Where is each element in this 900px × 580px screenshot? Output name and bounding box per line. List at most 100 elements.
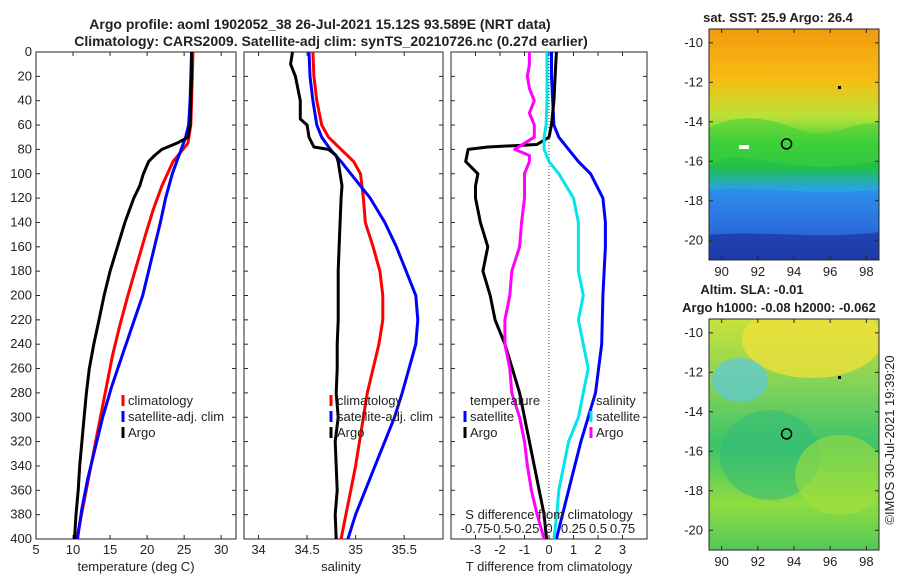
temperature-panel: 0 20 40 60 80 100 120 140 160 180 200 220 240 260 280 3…	[10, 44, 237, 574]
x-tick-label: 10	[66, 542, 80, 557]
legend-label-s-argo: Argo	[596, 425, 623, 440]
salinity-difference-tick-label: -0.25	[510, 521, 540, 536]
legend-label-t-satellite: satellite	[470, 409, 514, 424]
depth-tick-label: 320	[10, 434, 32, 449]
temperature-x-label: temperature (deg C)	[77, 559, 194, 574]
x-tick-label: 20	[140, 542, 154, 557]
lat-tick-label: -20	[684, 232, 703, 247]
depth-tick-label: 200	[10, 288, 32, 303]
salinity-x-axis: 34 34.5 35 35.5	[251, 52, 417, 557]
lat-tick-label: -12	[684, 74, 703, 89]
depth-tick-label: 220	[10, 312, 32, 327]
salinity-difference-tick-label: 0.25	[561, 521, 586, 536]
sla-profile-location-marker	[780, 428, 793, 440]
sst-map-axes-ticks: 90 92 94 96 98 -10 -12 -14 -16 -18 -20	[684, 29, 879, 279]
depth-tick-label: 380	[10, 507, 32, 522]
series-satellite-adj-clim	[307, 51, 420, 540]
x-tick-label: -1	[519, 542, 531, 557]
series-argo	[73, 52, 194, 540]
lon-tick-label: 92	[751, 554, 765, 569]
salinity-difference-label: S difference from climatology	[465, 507, 633, 522]
sla-map-subtitle: Argo h1000: -0.08 h2000: -0.062	[682, 300, 876, 315]
legend-label-climatology: climatology	[337, 393, 403, 408]
series-climatology	[311, 51, 385, 540]
x-tick-label: -3	[470, 542, 482, 557]
lon-tick-label: 94	[787, 264, 801, 279]
legend-label-satellite: satellite-adj. clim	[128, 409, 224, 424]
depth-tick-label: 360	[10, 482, 32, 497]
x-tick-label: 1	[570, 542, 577, 557]
series-s-argo	[503, 52, 546, 540]
legend-label-climatology: climatology	[128, 393, 194, 408]
lon-tick-label: 92	[751, 264, 765, 279]
depth-tick-label: 400	[10, 531, 32, 546]
series-satellite-adj-clim	[76, 51, 194, 540]
lon-tick-label: 90	[714, 554, 728, 569]
salinity-depth-ticks	[244, 51, 443, 540]
salinity-difference-tick-label: 0.5	[589, 521, 607, 536]
salinity-series	[289, 51, 420, 540]
lat-tick-label: -10	[684, 325, 703, 340]
salinity-axes-box	[243, 51, 444, 540]
depth-tick-label: 240	[10, 336, 32, 351]
depth-tick-label: 340	[10, 458, 32, 473]
salinity-panel: 34 34.5 35 35.5 salinity climatology satell…	[243, 51, 444, 574]
legend-label-satellite: satellite-adj. clim	[337, 409, 433, 424]
temperature-legend: climatology satellite-adj. clim Argo	[121, 393, 224, 440]
temperature-depth-axis: 0 20 40 60 80 100 120 140 160 180 200 220 240 260 280 3…	[10, 44, 236, 546]
sla-east-region	[795, 435, 879, 515]
sst-coldest-region	[709, 232, 879, 260]
lat-tick-label: -18	[684, 483, 703, 498]
depth-tick-label: 60	[18, 117, 32, 132]
sst-map-title: sat. SST: 25.9 Argo: 26.4	[703, 10, 854, 25]
difference-depth-ticks	[451, 51, 647, 540]
x-tick-label: 35	[348, 542, 362, 557]
lat-tick-label: -14	[684, 114, 703, 129]
imos-timestamp: ©IMOS 30-Jul-2021 19:39:20	[882, 355, 897, 524]
x-tick-label: 3	[619, 542, 626, 557]
x-tick-label: -2	[494, 542, 506, 557]
lon-tick-label: 94	[787, 554, 801, 569]
lon-tick-label: 98	[859, 264, 873, 279]
x-tick-label: 15	[103, 542, 117, 557]
lat-tick-label: -18	[684, 193, 703, 208]
sla-point-marker	[838, 376, 841, 379]
legend-label-s-satellite: satellite	[596, 409, 640, 424]
lat-tick-label: -20	[684, 522, 703, 537]
salinity-difference-tick-label: 0.75	[610, 521, 635, 536]
salinity-difference-tick-labels: -0.75-0.5-0.25 0 0.25 0.5 0.75	[461, 521, 635, 536]
sla-map-axes-ticks: 90 92 94 96 98 -10 -12 -14 -16 -18 -20	[684, 319, 879, 569]
lat-tick-label: -10	[684, 35, 703, 50]
legend-label-t-argo: Argo	[470, 425, 497, 440]
depth-tick-label: 100	[10, 166, 32, 181]
sla-map-panel: Altim. SLA: -0.01 Argo h1000: -0.08 h200…	[682, 282, 880, 569]
sla-map-title: Altim. SLA: -0.01	[700, 282, 803, 297]
salinity-legend: climatology satellite-adj. clim Argo	[329, 393, 433, 440]
legend-label-argo: Argo	[337, 425, 364, 440]
temperature-axes-box	[35, 51, 237, 540]
salinity-x-label: salinity	[321, 559, 361, 574]
sla-low-region	[712, 358, 768, 402]
x-tick-label: 34	[251, 542, 265, 557]
lon-tick-label: 90	[714, 264, 728, 279]
temperature-series	[73, 51, 195, 540]
lat-tick-label: -16	[684, 443, 703, 458]
depth-tick-label: 140	[10, 214, 32, 229]
sst-point-marker	[838, 86, 841, 89]
salinity-difference-tick-label: -0.75	[461, 521, 491, 536]
lat-tick-label: -14	[684, 404, 703, 419]
difference-x-axis: -3 -2 -1 0 1 2 3	[470, 52, 626, 557]
figure-title-line1: Argo profile: aoml 1902052_38 26-Jul-202…	[89, 16, 550, 32]
legend-title-salinity: salinity	[596, 393, 636, 408]
series-s-satellite	[542, 52, 590, 540]
difference-x-label: T difference from climatology	[466, 559, 633, 574]
lon-tick-label: 96	[823, 264, 837, 279]
sst-warm-tongue	[709, 118, 879, 167]
depth-tick-label: 260	[10, 361, 32, 376]
sla-heatmap	[709, 319, 879, 550]
depth-tick-label: 300	[10, 409, 32, 424]
series-argo	[289, 51, 344, 540]
lon-tick-label: 98	[859, 554, 873, 569]
x-tick-label: 34.5	[294, 542, 319, 557]
temperature-x-axis: 5 10 15 20 25 30	[32, 52, 228, 557]
